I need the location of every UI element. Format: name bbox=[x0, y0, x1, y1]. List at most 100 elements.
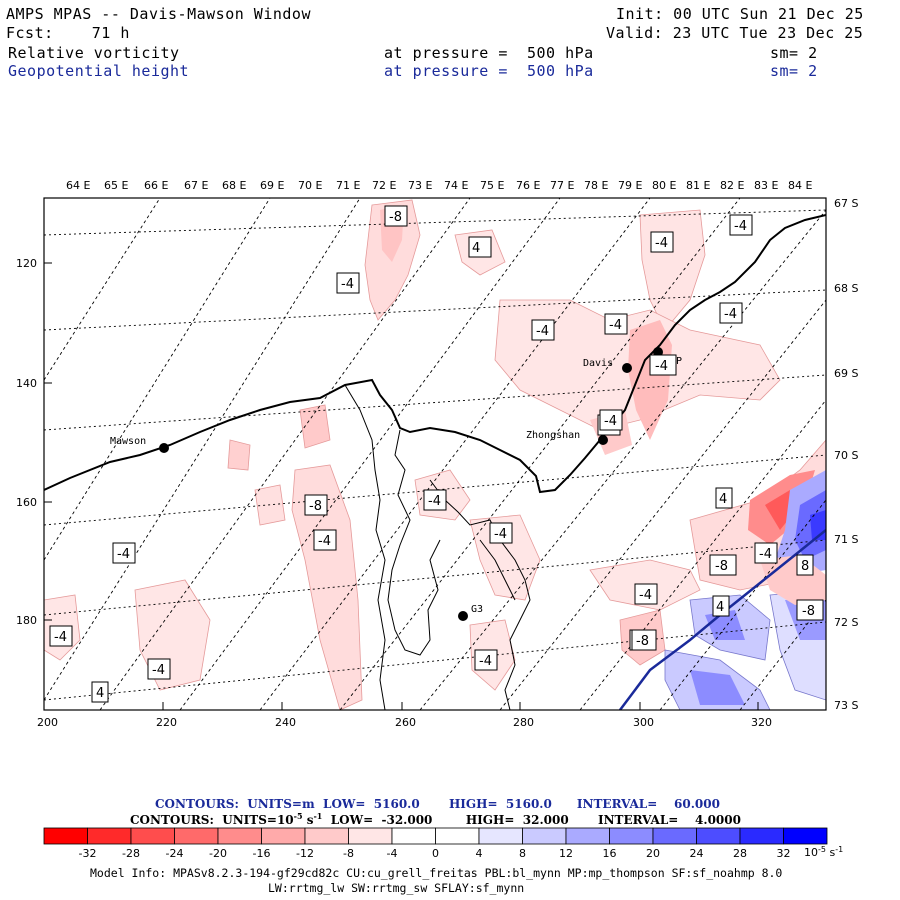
station-marker-zhongshan bbox=[598, 435, 608, 445]
contour-label: -8 bbox=[631, 629, 657, 651]
contour-label: 4 bbox=[715, 487, 733, 509]
svg-text:-4: -4 bbox=[494, 527, 507, 542]
lon-label: 81 E bbox=[686, 179, 710, 192]
colorbar-swatch bbox=[304, 827, 349, 845]
contour-label: -4 bbox=[650, 231, 674, 253]
contour-label: -8 bbox=[304, 494, 328, 516]
lon-label: 80 E bbox=[652, 179, 676, 192]
svg-text:-4: -4 bbox=[318, 534, 331, 549]
lon-label: 83 E bbox=[754, 179, 778, 192]
shade-blob bbox=[291, 464, 363, 710]
contour-label: -4 bbox=[49, 625, 73, 647]
height-contour-info: CONTOURS: UNITS=m LOW= 5160.0 HIGH= 5160… bbox=[155, 797, 720, 811]
svg-text:-4: -4 bbox=[341, 277, 354, 292]
contour-label: -8 bbox=[384, 205, 408, 227]
svg-text:-4: -4 bbox=[536, 324, 549, 339]
contour-label: -4 bbox=[634, 583, 658, 605]
lon-label: 75 E bbox=[480, 179, 504, 192]
x-tick-label: 200 bbox=[37, 716, 58, 729]
vorticity-contour-info: CONTOURS: UNITS=10-5 s-1 LOW= -32.000 HI… bbox=[130, 811, 741, 827]
x-axis-labels: 200 220 240 260 280 300 320 bbox=[37, 716, 772, 729]
field2-name: Geopotential height bbox=[8, 62, 190, 80]
svg-text:-4: -4 bbox=[655, 359, 668, 374]
colorbar-swatch bbox=[391, 827, 436, 845]
valid-time: Valid: 23 UTC Tue 23 Dec 25 bbox=[606, 24, 864, 42]
lon-label: 77 E bbox=[550, 179, 574, 192]
colorbar-swatch bbox=[174, 827, 219, 845]
colorbar-swatch bbox=[217, 827, 262, 845]
vorticity-shading bbox=[44, 199, 826, 710]
colorbar-swatch bbox=[565, 827, 610, 845]
lon-label: 64 E bbox=[66, 179, 90, 192]
contour-label: -4 bbox=[599, 409, 623, 431]
contour-label: -4 bbox=[147, 658, 171, 680]
svg-text:-4: -4 bbox=[54, 630, 67, 645]
shade-blob bbox=[134, 579, 211, 691]
contour-label: 4 bbox=[468, 236, 492, 258]
lat-label: 70 S bbox=[834, 449, 858, 462]
lon-label: 68 E bbox=[222, 179, 246, 192]
x-tick-label: 300 bbox=[633, 716, 654, 729]
chart-title: AMPS MPAS -- Davis-Mawson Window bbox=[6, 5, 311, 23]
colorbar-tick-label: -28 bbox=[122, 847, 140, 860]
lon-label: 82 E bbox=[720, 179, 744, 192]
coastline bbox=[44, 214, 826, 494]
contour-label: -4 bbox=[729, 214, 753, 236]
shade-blob bbox=[469, 514, 541, 601]
contour-label: -4 bbox=[604, 313, 628, 335]
colorbar-tick-label: 8 bbox=[519, 847, 526, 860]
lon-label: 74 E bbox=[444, 179, 468, 192]
shade-blob bbox=[705, 610, 745, 640]
colorbar-tick-label: 16 bbox=[603, 847, 617, 860]
station-label-mawson: Mawson bbox=[110, 436, 146, 447]
y-tick-label: 140 bbox=[16, 377, 37, 390]
x-tick-label: 260 bbox=[395, 716, 416, 729]
svg-text:4: 4 bbox=[96, 686, 104, 701]
lon-label: 73 E bbox=[408, 179, 432, 192]
colorbar-tick-label: -12 bbox=[296, 847, 314, 860]
colorbar-tick-label: -24 bbox=[166, 847, 184, 860]
shade-blob bbox=[227, 439, 251, 471]
svg-text:-4: -4 bbox=[759, 547, 772, 562]
ice-shelf-outline bbox=[344, 384, 531, 710]
colorbar-tick-label: -20 bbox=[209, 847, 227, 860]
init-time: Init: 00 UTC Sun 21 Dec 25 bbox=[616, 5, 864, 23]
lat-label: 67 S bbox=[834, 197, 858, 210]
colorbar-swatch bbox=[130, 827, 175, 845]
latitude-labels: 67 S 68 S 69 S 70 S 71 S 72 S 73 S bbox=[834, 197, 858, 712]
x-tick-label: 220 bbox=[156, 716, 177, 729]
contour-label: -4 bbox=[719, 302, 743, 324]
svg-text:-4: -4 bbox=[479, 654, 492, 669]
svg-text:-8: -8 bbox=[636, 634, 649, 649]
contour-label: -4 bbox=[313, 529, 337, 551]
contour-labels: -8 4 -4 -4 -4 -4 -4 -4 -4 -4 -4 -4 -8 -4… bbox=[49, 205, 824, 703]
y-tick-label: 160 bbox=[16, 496, 37, 509]
contour-label: 4 bbox=[91, 681, 109, 703]
colorbar-tick-label: -32 bbox=[79, 847, 97, 860]
colorbar-swatch bbox=[87, 827, 132, 845]
contour-label: -4 bbox=[336, 272, 360, 294]
station-label-g3: G3 bbox=[471, 604, 483, 615]
colorbar-tick-label: 4 bbox=[476, 847, 483, 860]
svg-text:-4: -4 bbox=[117, 547, 130, 562]
colorbar-swatch bbox=[609, 827, 654, 845]
station-marker-g3 bbox=[458, 611, 468, 621]
contour-label: -4 bbox=[649, 354, 677, 376]
map-frame bbox=[43, 197, 827, 711]
field1-level: at pressure = 500 hPa bbox=[384, 44, 594, 62]
colorbar-tick-label: 0 bbox=[432, 847, 439, 860]
svg-text:-8: -8 bbox=[309, 499, 322, 514]
station-label-zhongshan: Zhongshan bbox=[526, 430, 580, 441]
lat-label: 71 S bbox=[834, 533, 858, 546]
colorbar-tick-label: 12 bbox=[559, 847, 573, 860]
colorbar-swatch bbox=[478, 827, 523, 845]
lon-label: 69 E bbox=[260, 179, 284, 192]
contour-label: -4 bbox=[112, 542, 136, 564]
svg-text:4: 4 bbox=[472, 241, 480, 256]
colorbar-swatch bbox=[43, 827, 88, 845]
contour-label: -8 bbox=[709, 554, 737, 576]
lon-label: 76 E bbox=[516, 179, 540, 192]
longitude-labels: 64 E 65 E 66 E 67 E 68 E 69 E 70 E 71 E … bbox=[66, 179, 812, 192]
contour-label: 4 bbox=[712, 595, 730, 617]
